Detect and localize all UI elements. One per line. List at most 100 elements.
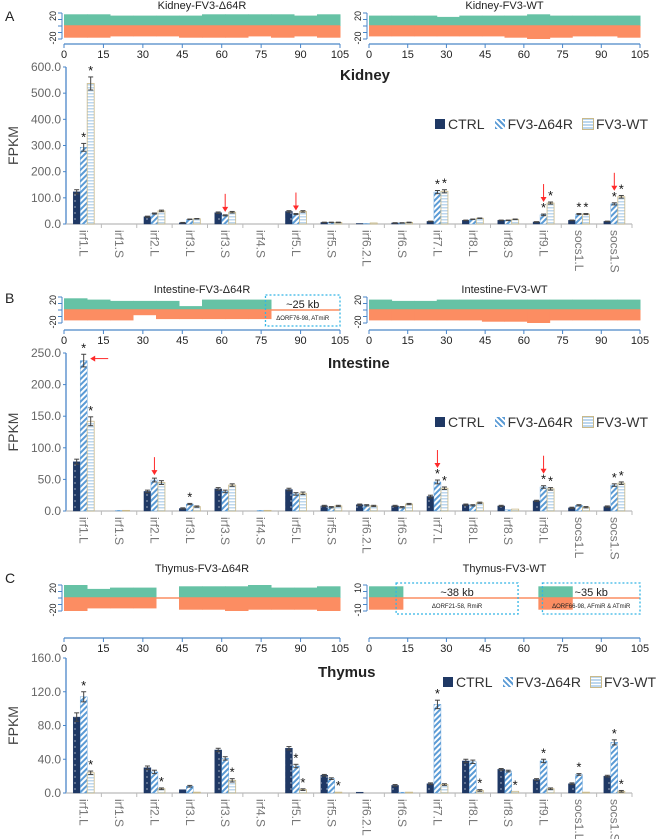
plus-strand-coverage [414,300,438,310]
track-x-tick-label: 60 [216,49,228,60]
legend-item-wt: FV3-WT [581,116,648,132]
bar-fv3-δ64r-irf4.S [256,510,265,512]
y-tick-label: 160.0 [31,651,61,665]
minus-strand-coverage [248,26,272,37]
bar-ctrl-irf8.S [497,769,505,794]
y-axis-label: FPKM [5,706,21,745]
x-tick-label: irf7.L [430,517,444,544]
plus-strand-coverage [572,15,596,26]
legend-item-ctrl: CTRL [443,674,493,690]
track-x-tick-label: 90 [595,335,607,346]
x-tick-label: irf7.L [430,799,444,826]
x-tick-label: irf8.S [501,799,515,827]
plus-strand-coverage [538,586,573,598]
minus-strand-coverage [87,310,111,321]
track-x-tick-label: 15 [402,49,414,60]
bar-fv3-δ64r-irf3.S [221,215,229,225]
legend-item-wt: FV3-WT [581,414,648,430]
y-tick-label: 500.0 [31,86,61,100]
legend-label: FV3-Δ64R [515,674,581,690]
minus-strand-coverage [459,310,483,321]
significance-star: * [442,176,447,191]
deletion-note: ΔORF66-98, AFmiR & ATmiR [552,604,631,610]
plus-strand-coverage [317,586,341,598]
plus-strand-coverage [414,15,438,26]
bar-ctrl-irf7.L [426,783,435,794]
bar-fv3-δ64r-irf1.L [79,147,88,225]
d64r-swatch [494,417,505,427]
bar-fv3-wt-irf3.S [228,484,237,512]
significance-star: * [619,776,624,791]
minus-strand-coverage [369,598,404,610]
minus-strand-coverage [317,26,341,38]
bar-fv3-wt-irf4.S [263,509,272,512]
wt-swatch [581,416,594,428]
minus-strand-coverage [225,26,249,38]
plus-strand-coverage [436,299,460,310]
track-x-tick-label: 0 [61,335,67,346]
chart-kidney: 0.0 100.0 200.0 300.0 400.0 500.0 600.0 FPKM irf… [5,60,633,273]
bar-fv3-wt-irf1.L [86,83,95,225]
track-y-max: 20 [353,11,363,21]
minus-strand-coverage [271,26,295,38]
legend-thymus: CTRL FV3-Δ64R FV3-WT [443,674,656,690]
chart-title-thymus: Thymus [318,664,376,681]
plus-strand-coverage [504,15,528,26]
y-tick-label: 0.0 [44,217,61,231]
bar-fv3-wt-irf8.L [475,217,484,225]
bar-fv3-wt-irf5.L [299,492,307,512]
ctrl-swatch [435,417,445,427]
y-axis-label: FPKM [5,126,21,165]
bar-ctrl-irf1.L [72,716,81,794]
minus-strand-coverage [538,598,573,610]
panel-label-b: B [5,290,15,306]
minus-strand-coverage [110,26,134,37]
minus-strand-coverage [481,310,505,322]
plus-strand-coverage [225,14,249,26]
ctrl-swatch [443,677,453,687]
bar-fv3-wt-irf1.S [122,509,130,512]
x-tick-label: irf1.L [77,517,91,544]
track-title: Intestine-FV3-WT [461,284,547,296]
significance-star: * [159,774,164,789]
x-tick-label: irf9.L [537,230,551,257]
bar-fv3-wt-irf5.S [334,791,343,794]
significance-star: * [612,189,617,204]
plus-strand-coverage [436,16,460,26]
coverage-plot: Kidney-FV3-Δ64R 20 -200 15 30 45 60 75 90 105 [48,0,349,61]
deletion-size: ~35 kb [575,587,608,599]
y-tick-label: 600.0 [31,60,61,74]
plus-strand-coverage [179,586,203,598]
plus-strand-coverage [179,15,203,26]
x-tick-label: irf3.S [218,230,232,258]
plus-strand-coverage [481,15,505,26]
track-x-tick-label: 30 [440,335,452,346]
significance-star: * [576,760,581,775]
minus-strand-coverage [133,310,157,316]
bar-fv3-wt-socs1.L [582,213,590,225]
track-x-tick-label: 45 [479,49,491,60]
x-tick-label: irf3.S [218,517,232,545]
significance-star: * [300,775,305,790]
bar-fv3-δ64r-irf5.L [292,765,300,794]
significance-star: * [548,474,553,489]
ctrl-swatch [435,119,445,129]
plus-strand-coverage [369,299,393,310]
x-tick-label: irf9.L [537,517,551,544]
track-x-tick-label: 15 [97,49,109,60]
plus-strand-coverage [549,299,573,310]
coverage-track-kidney-d64r: Kidney-FV3-Δ64R 20 -20 0 15 30 45 60 75 90 105 [40,0,350,61]
bar-ctrl-irf9.L [532,500,541,512]
bar-ctrl-irf6.2.L [355,791,364,794]
plus-strand-coverage [87,14,111,26]
minus-strand-coverage [436,26,460,37]
red-arrow-icon [222,206,229,212]
x-tick-label: irf1.S [112,230,126,258]
y-tick-label: 100.0 [31,191,61,205]
minus-strand-coverage [248,310,272,320]
significance-star: * [88,403,93,418]
track-x-tick-label: 0 [61,643,67,652]
track-x-tick-label: 75 [556,49,568,60]
bar-fv3-wt-irf8.S [511,790,520,794]
